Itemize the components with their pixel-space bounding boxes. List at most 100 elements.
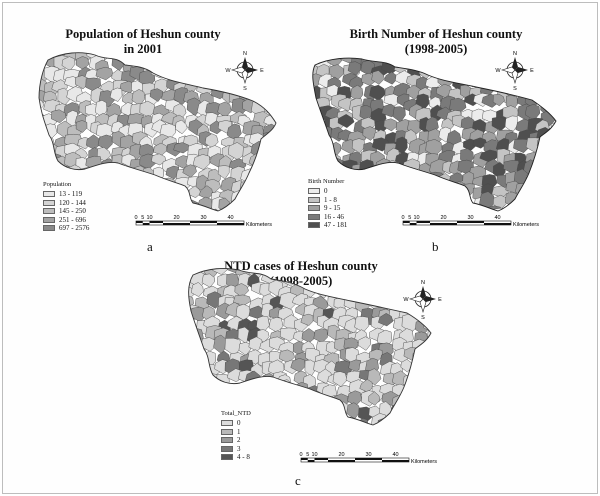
map-region [259,146,276,165]
map-region [433,392,449,407]
panel-c-scale-tick-0: 0 [299,452,302,458]
panel-b: Birth Number of Heshun county (1998-2005… [300,3,597,254]
map-region [546,60,557,75]
map-region [122,202,139,211]
map-region [202,414,221,425]
map-region [238,342,252,356]
map-region [184,426,199,443]
map-region [404,383,418,398]
map-region [361,197,374,211]
panel-b-title-line1: Birth Number of Heshun county [349,27,523,41]
map-region [273,164,276,178]
map-region [119,185,134,205]
map-region [133,188,149,204]
map-region [249,389,265,404]
map-region [490,75,506,89]
legend-label: 2 [237,436,241,445]
panel-a-outline [38,52,277,212]
panel-c-scale-tick-5: 5 [306,452,309,458]
map-region [384,71,398,85]
map-region [228,384,245,404]
legend-swatch [308,188,320,195]
map-region [272,133,276,147]
map-region [184,68,198,84]
legend-item: 47 - 181 [308,221,347,230]
map-region [526,86,541,101]
map-region [251,163,268,182]
map-region [354,316,370,333]
map-region [315,268,330,278]
panel-b-map: N S E W 0 5 10 20 30 40 Kilometers [312,51,579,228]
map-region [439,63,457,79]
legend-swatch [221,428,233,435]
legend-item: 1 [221,428,251,437]
panel-a-east-label: E [260,68,264,74]
map-region [335,427,352,444]
map-region [203,427,218,443]
legend-swatch [43,191,55,198]
map-region [396,174,413,191]
map-region [188,405,199,419]
legend-label: 47 - 181 [324,221,348,230]
map-region [177,201,193,211]
map-region [39,165,47,182]
map-region [363,170,379,188]
map-region [75,56,90,70]
map-region [269,98,276,117]
map-region [259,88,274,105]
map-region [39,133,49,148]
map-region [94,166,111,182]
map-region [390,404,406,418]
map-region [360,424,375,425]
legend-label: 9 - 15 [324,204,341,213]
map-region [130,173,146,192]
legend-swatch [308,196,320,203]
map-region [188,341,200,357]
map-region [419,63,433,80]
map-region [322,273,338,287]
map-region [562,198,579,215]
map-region [471,58,483,65]
legend-swatch [43,208,55,215]
map-region [519,205,538,211]
map-region [272,381,287,397]
map-region [348,182,364,200]
map-region [334,268,353,278]
map-region [139,191,156,209]
panel-c-scale-tick-20: 20 [338,452,344,458]
map-region [250,52,267,63]
map-region [119,52,138,59]
map-region [90,212,103,230]
map-region [380,426,397,440]
map-region [414,58,433,64]
legend-swatch [43,216,55,223]
map-region [558,207,574,222]
map-region [267,268,281,276]
map-region [391,282,405,300]
map-region [393,418,408,425]
map-region [196,362,211,379]
map-region [56,165,71,182]
map-region [351,205,370,211]
panel-a-scale-tick-20: 20 [173,215,179,221]
panel-b-scale-tick-30: 30 [467,215,473,221]
map-region [337,114,355,128]
map-region [262,66,276,83]
map-region [422,362,432,378]
map-region [381,182,398,199]
map-region [418,162,431,180]
map-region [109,164,124,180]
map-region [188,357,192,373]
legend-label: 251 - 696 [59,215,86,224]
map-region [423,403,432,417]
map-region [402,268,418,279]
legend-swatch [221,437,233,444]
map-region [112,187,127,202]
map-region [236,393,252,412]
map-region [188,383,197,398]
map-region [401,418,415,425]
map-region [268,404,285,419]
map-region [240,168,258,184]
panel-a-label: a [147,239,153,254]
map-region [357,336,372,351]
